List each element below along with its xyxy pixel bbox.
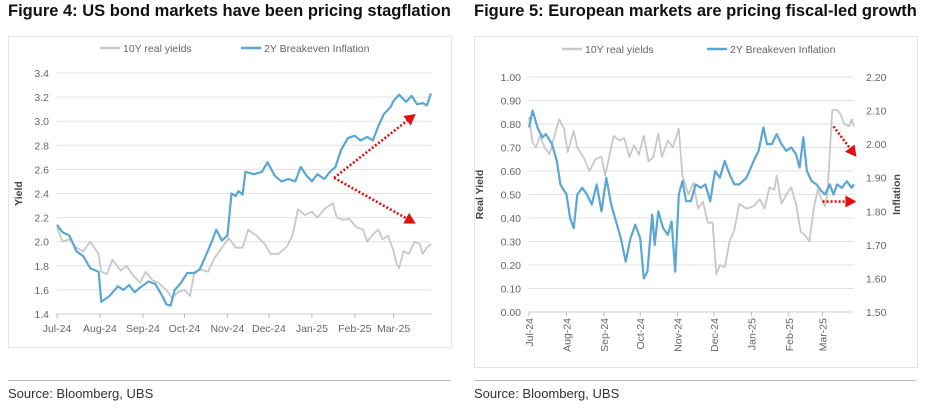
- legend-label: 2Y Breakeven Inflation: [264, 43, 370, 55]
- x-tick-label: Nov-24: [210, 323, 244, 335]
- figure-4-panel: [8, 36, 452, 348]
- figure-5-source: Source: Bloomberg, UBS: [474, 386, 620, 401]
- legend-label: 2Y Breakeven Inflation: [730, 44, 836, 56]
- y-tick-label: 1.6: [34, 285, 49, 297]
- x-tick-label: Aug-24: [83, 323, 117, 335]
- y-tick-label: 0.50: [501, 190, 522, 202]
- figure-4-title: Figure 4: US bond markets have been pric…: [8, 2, 451, 20]
- y2-tick-label: 1.90: [866, 173, 887, 185]
- y-tick-label: 2.0: [34, 237, 49, 249]
- y-axis-label: Real Yield: [474, 170, 486, 220]
- y-tick-label: 2.6: [34, 164, 49, 176]
- y-tick-label: 1.4: [34, 309, 49, 321]
- y2-axis-label: Inflation: [891, 174, 903, 215]
- y2-tick-label: 1.50: [866, 307, 887, 319]
- x-tick-label: Jan-25: [296, 323, 328, 335]
- x-tick-label: Nov-24: [673, 318, 685, 352]
- annotation-arrow: [333, 119, 408, 179]
- series-line-2y-breakeven: [527, 109, 855, 280]
- y-tick-label: 3.2: [34, 92, 49, 104]
- y2-tick-label: 2.00: [866, 139, 887, 151]
- series-line-10y-real-yields: [528, 109, 855, 276]
- y-tick-label: 2.8: [34, 140, 49, 152]
- x-tick-label: Jul-24: [43, 323, 72, 335]
- y-tick-label: 3.4: [34, 68, 49, 80]
- y-tick-label: 0.80: [501, 119, 522, 131]
- legend-label: 10Y real yields: [123, 43, 192, 55]
- y-tick-label: 1.8: [34, 261, 49, 273]
- arrow-head: [403, 213, 416, 224]
- y2-tick-label: 2.10: [866, 106, 887, 118]
- figure-4-source: Source: Bloomberg, UBS: [8, 386, 154, 401]
- x-tick-label: Oct-24: [169, 323, 201, 335]
- y-tick-label: 0.20: [501, 260, 522, 272]
- y-tick-label: 0.30: [501, 237, 522, 249]
- x-tick-label: Jul-24: [524, 318, 536, 347]
- y-tick-label: 0.70: [501, 143, 522, 155]
- y2-tick-label: 1.60: [866, 273, 887, 285]
- figure-4-divider: [8, 380, 450, 381]
- y-tick-label: 2.2: [34, 213, 49, 225]
- y-tick-label: 1.00: [501, 72, 522, 84]
- x-tick-label: Mar-25: [377, 323, 410, 335]
- x-tick-label: Feb-25: [784, 318, 796, 351]
- y2-tick-label: 1.80: [866, 206, 887, 218]
- x-tick-label: Oct-24: [635, 318, 647, 350]
- y2-tick-label: 1.70: [866, 240, 887, 252]
- y-tick-label: 0.10: [501, 284, 522, 296]
- series-line-2y-breakeven: [56, 93, 433, 307]
- y-tick-label: 0.00: [501, 307, 522, 319]
- x-tick-label: Sep-24: [599, 318, 611, 352]
- annotation-arrow: [832, 125, 851, 149]
- figure-5-panel: [474, 36, 918, 368]
- figure-5-divider: [474, 380, 916, 381]
- arrow-head: [845, 144, 857, 157]
- x-tick-label: Dec-24: [252, 323, 286, 335]
- x-tick-label: Feb-25: [338, 323, 371, 335]
- x-tick-label: Jan-25: [746, 318, 758, 350]
- arrow-head: [845, 195, 857, 208]
- x-tick-label: Sep-24: [126, 323, 160, 335]
- y2-tick-label: 2.20: [866, 72, 887, 84]
- x-tick-label: Dec-24: [709, 318, 721, 352]
- legend-label: 10Y real yields: [585, 44, 654, 56]
- y-axis-label: Yield: [13, 181, 25, 206]
- y-tick-label: 0.90: [501, 96, 522, 108]
- y-tick-label: 0.60: [501, 166, 522, 178]
- arrow-head: [403, 113, 416, 126]
- x-tick-label: Aug-24: [561, 318, 573, 352]
- series-line-10y-real-yields: [56, 202, 432, 300]
- y-tick-label: 3.0: [34, 116, 49, 128]
- annotation-arrow: [333, 176, 407, 220]
- figure-5-title: Figure 5: European markets are pricing f…: [474, 2, 917, 20]
- y-tick-label: 2.4: [34, 189, 49, 201]
- y-tick-label: 0.40: [501, 213, 522, 225]
- x-tick-label: Mar-25: [818, 318, 830, 351]
